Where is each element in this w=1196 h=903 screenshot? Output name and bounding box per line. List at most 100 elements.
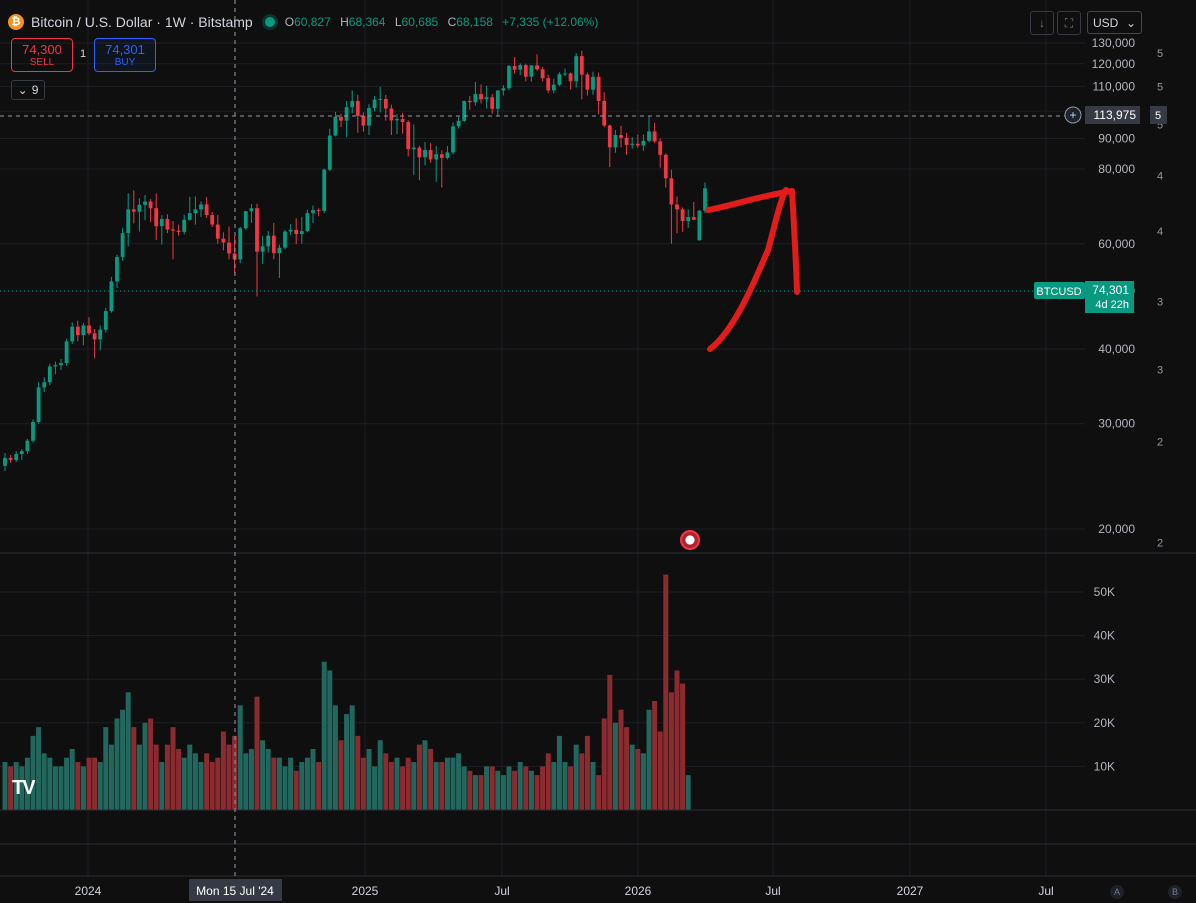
volume-bar [461,766,467,810]
volume-bar [411,762,417,810]
candle-body [400,119,405,122]
candle-body [361,115,366,126]
price-tick-label: 20,000 [1098,522,1135,536]
candle-body [64,341,69,364]
volume-axis[interactable]: 50K 40K 30K 20K 10K [1094,585,1115,773]
sell-price: 74,300 [22,42,62,57]
candle-body [294,229,299,234]
download-button[interactable]: ↓ [1030,11,1054,35]
candle-body [607,125,612,148]
volume-bar [668,692,674,810]
buy-label: BUY [114,57,136,68]
volume-bar [215,757,221,810]
candle-body [467,100,472,103]
candle-body [697,210,702,241]
volume-bar [428,748,434,810]
volume-bar [304,757,310,810]
currency-select[interactable]: USD ⌄ [1087,11,1142,34]
volume-bar [36,727,42,810]
volume-bar [64,757,70,810]
volume-bar [422,740,428,810]
volume-bar [108,744,114,810]
symbol-legend[interactable]: ₿ Bitcoin / U.S. Dollar · 1W · Bitstamp … [8,8,604,36]
candle-body [260,246,265,252]
candle-body [473,94,478,103]
price-tick-label: 60,000 [1098,237,1135,251]
candle-body [143,201,147,205]
candle-body [518,65,523,70]
auto-scale-button[interactable]: A [1110,885,1124,899]
candle-body [591,76,595,90]
volume-bar [545,753,551,810]
annotation-arrow-head[interactable] [705,188,800,295]
indicators-collapse-button[interactable]: ⌄ 9 [11,80,45,100]
indicators-count: 9 [31,83,39,97]
candle-body [199,204,203,210]
volume-bar [321,661,327,810]
market-status-icon[interactable] [264,17,275,27]
candle-body [255,208,259,252]
volume-bar [2,762,8,810]
price-axis-digit: 2 [1157,437,1163,449]
us-flag-event-icon[interactable] [680,530,700,550]
time-axis-label: 2025 [352,884,379,898]
volume-bar [534,775,540,810]
annotation-arrow-shaft[interactable] [707,187,789,352]
fullscreen-button[interactable]: ⛶ [1057,11,1081,35]
volume-bar [484,766,490,810]
symbol-title[interactable]: Bitcoin / U.S. Dollar · 1W · Bitstamp [31,14,253,30]
candle-body [70,326,75,342]
volume-bar [86,757,92,810]
candle-body [456,120,461,127]
volume-bar [332,705,338,810]
volume-bar [540,766,546,810]
candle-body [344,107,349,121]
time-axis[interactable]: 2024 2025 Jul 2026 Jul 2027 Jul [75,884,1054,898]
candle-body [383,98,388,109]
close-label: C [447,15,457,29]
volume-bar [472,775,478,810]
candle-body [339,116,343,121]
volume-bar [69,748,75,810]
volume-bar [612,722,618,810]
volume-bar [282,766,288,810]
candle-body [479,94,483,100]
volume-bars [2,574,691,810]
add-alert-glyph: + [1069,108,1076,122]
candle-body [658,141,663,155]
volume-bar [372,766,378,810]
candle-body [613,135,618,148]
candle-body [484,97,489,100]
add-alert-icon[interactable] [1064,106,1082,124]
candle-body [53,365,58,367]
candle-body [283,231,287,248]
candle-body [557,74,562,85]
candle-body [378,98,383,100]
last-price-label-bg [1085,281,1134,313]
volume-bar [47,757,53,810]
buy-button[interactable]: 74,301 BUY [94,38,156,72]
candle-body [3,457,7,466]
volume-bar [512,770,518,810]
candle-body [507,65,511,89]
candle-body [271,235,276,254]
candle-body [451,126,455,153]
candle-body [675,204,679,210]
candle-body [277,247,282,254]
volume-bar [243,753,249,810]
candle-body [87,325,91,334]
volume-bar [450,757,456,810]
volume-bar [685,775,691,810]
candle-body [602,100,607,126]
volume-bar [153,744,159,810]
candle-body [327,135,332,170]
sell-button[interactable]: 74,300 SELL [11,38,73,72]
volume-bar [254,696,260,810]
volume-bar [198,762,204,810]
log-scale-button[interactable]: B [1168,885,1182,899]
volume-bar [573,744,579,810]
candle-body [137,204,142,212]
volume-bar [551,762,557,810]
candle-body [417,147,422,158]
